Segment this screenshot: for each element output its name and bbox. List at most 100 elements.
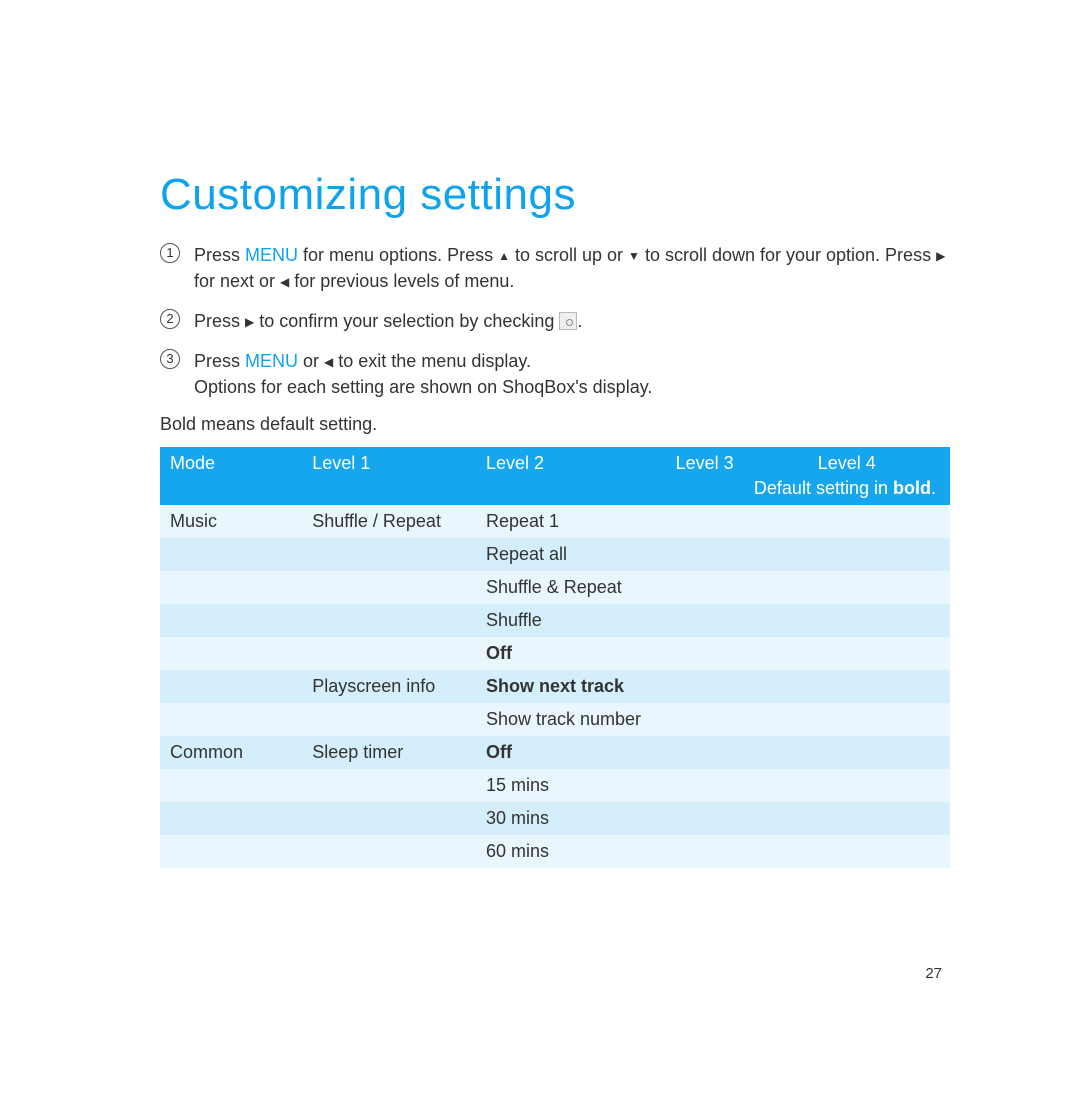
table-cell-l4 [808, 670, 950, 703]
page-number: 27 [925, 965, 942, 982]
table-cell-l1 [302, 637, 476, 670]
table-cell-mode: Music [160, 505, 302, 538]
table-cell-l3 [666, 769, 808, 802]
instructions-block: 1 Press MENU for menu options. Press ▲ t… [160, 242, 950, 400]
table-cell-l1 [302, 802, 476, 835]
text: Press [194, 245, 245, 265]
col-header-level1: Level 1 [302, 447, 476, 478]
table-cell-l2: Off [476, 637, 666, 670]
col-header-mode: Mode [160, 447, 302, 478]
text: to scroll up or [510, 245, 628, 265]
step-3: 3 Press MENU or ◀ to exit the menu displ… [160, 348, 950, 400]
up-arrow-icon: ▲ [498, 248, 510, 265]
table-cell-l4 [808, 637, 950, 670]
table-row: 30 mins [160, 802, 950, 835]
text: to scroll down for your option. Press [640, 245, 936, 265]
table-cell-mode [160, 835, 302, 868]
text: . [931, 478, 936, 498]
right-arrow-icon: ▶ [936, 248, 945, 265]
table-cell-mode [160, 637, 302, 670]
text: Press [194, 311, 245, 331]
text: to exit the menu display. [333, 351, 531, 371]
document-page: Customizing settings 1 Press MENU for me… [0, 0, 1080, 868]
table-cell-l1 [302, 703, 476, 736]
step-1: 1 Press MENU for menu options. Press ▲ t… [160, 242, 950, 294]
text: . [577, 311, 582, 331]
table-cell-mode [160, 769, 302, 802]
table-cell-l4 [808, 736, 950, 769]
right-arrow-icon: ▶ [245, 314, 254, 331]
text: or [298, 351, 324, 371]
table-cell-l4 [808, 571, 950, 604]
text: Default setting in [754, 478, 893, 498]
text: for menu options. Press [298, 245, 498, 265]
table-cell-l1 [302, 604, 476, 637]
table-cell-l3 [666, 538, 808, 571]
table-cell-l3 [666, 703, 808, 736]
table-cell-l1: Sleep timer [302, 736, 476, 769]
table-row: 60 mins [160, 835, 950, 868]
table-cell-l4 [808, 703, 950, 736]
left-arrow-icon: ◀ [324, 354, 333, 371]
table-cell-mode [160, 670, 302, 703]
text: for previous levels of menu. [289, 271, 514, 291]
step-marker-2: 2 [160, 309, 180, 329]
table-cell-l4 [808, 835, 950, 868]
step-2: 2 Press ▶ to confirm your selection by c… [160, 308, 950, 334]
step-marker-3: 3 [160, 349, 180, 369]
table-cell-mode: Common [160, 736, 302, 769]
table-body: MusicShuffle / RepeatRepeat 1Repeat allS… [160, 505, 950, 868]
table-cell-l4 [808, 769, 950, 802]
text: to confirm your selection by checking [254, 311, 559, 331]
bold-note: Bold means default setting. [160, 414, 950, 435]
cell-text: Off [486, 742, 512, 762]
text: Options for each setting are shown on Sh… [194, 377, 652, 397]
table-cell-l2: Shuffle & Repeat [476, 571, 666, 604]
table-cell-l2: Show next track [476, 670, 666, 703]
table-cell-l1: Shuffle / Repeat [302, 505, 476, 538]
table-row: 15 mins [160, 769, 950, 802]
table-cell-l1 [302, 538, 476, 571]
table-row: Repeat all [160, 538, 950, 571]
table-cell-l4 [808, 604, 950, 637]
col-header-level3: Level 3 [666, 447, 808, 478]
col-header-level2: Level 2 [476, 447, 666, 478]
page-title: Customizing settings [160, 170, 950, 220]
table-cell-l2: 30 mins [476, 802, 666, 835]
table-cell-l3 [666, 505, 808, 538]
table-cell-l3 [666, 802, 808, 835]
table-cell-l1 [302, 835, 476, 868]
settings-table: Mode Level 1 Level 2 Level 3 Level 4 Def… [160, 447, 950, 868]
step-1-text: Press MENU for menu options. Press ▲ to … [194, 242, 950, 294]
table-cell-l3 [666, 736, 808, 769]
left-arrow-icon: ◀ [280, 274, 289, 291]
table-cell-l1: Playscreen info [302, 670, 476, 703]
table-cell-l4 [808, 802, 950, 835]
text-bold: bold [893, 478, 931, 498]
table-cell-l2: 60 mins [476, 835, 666, 868]
cell-text: Off [486, 643, 512, 663]
table-cell-mode [160, 538, 302, 571]
table-header-row: Mode Level 1 Level 2 Level 3 Level 4 [160, 447, 950, 478]
table-cell-mode [160, 571, 302, 604]
menu-keyword: MENU [245, 351, 298, 371]
table-cell-l3 [666, 604, 808, 637]
table-head: Mode Level 1 Level 2 Level 3 Level 4 Def… [160, 447, 950, 505]
table-cell-mode [160, 703, 302, 736]
table-row: MusicShuffle / RepeatRepeat 1 [160, 505, 950, 538]
table-cell-mode [160, 802, 302, 835]
table-cell-l3 [666, 835, 808, 868]
table-subheader-cell: Default setting in bold. [160, 478, 950, 505]
table-cell-l4 [808, 538, 950, 571]
menu-keyword: MENU [245, 245, 298, 265]
table-row: CommonSleep timer Off [160, 736, 950, 769]
table-row: Shuffle [160, 604, 950, 637]
text: for next or [194, 271, 280, 291]
col-header-level4: Level 4 [808, 447, 950, 478]
table-subheader-row: Default setting in bold. [160, 478, 950, 505]
table-row: Playscreen infoShow next track [160, 670, 950, 703]
table-cell-l2: Show track number [476, 703, 666, 736]
table-row: Shuffle & Repeat [160, 571, 950, 604]
step-3-text: Press MENU or ◀ to exit the menu display… [194, 348, 950, 400]
table-cell-l1 [302, 571, 476, 604]
